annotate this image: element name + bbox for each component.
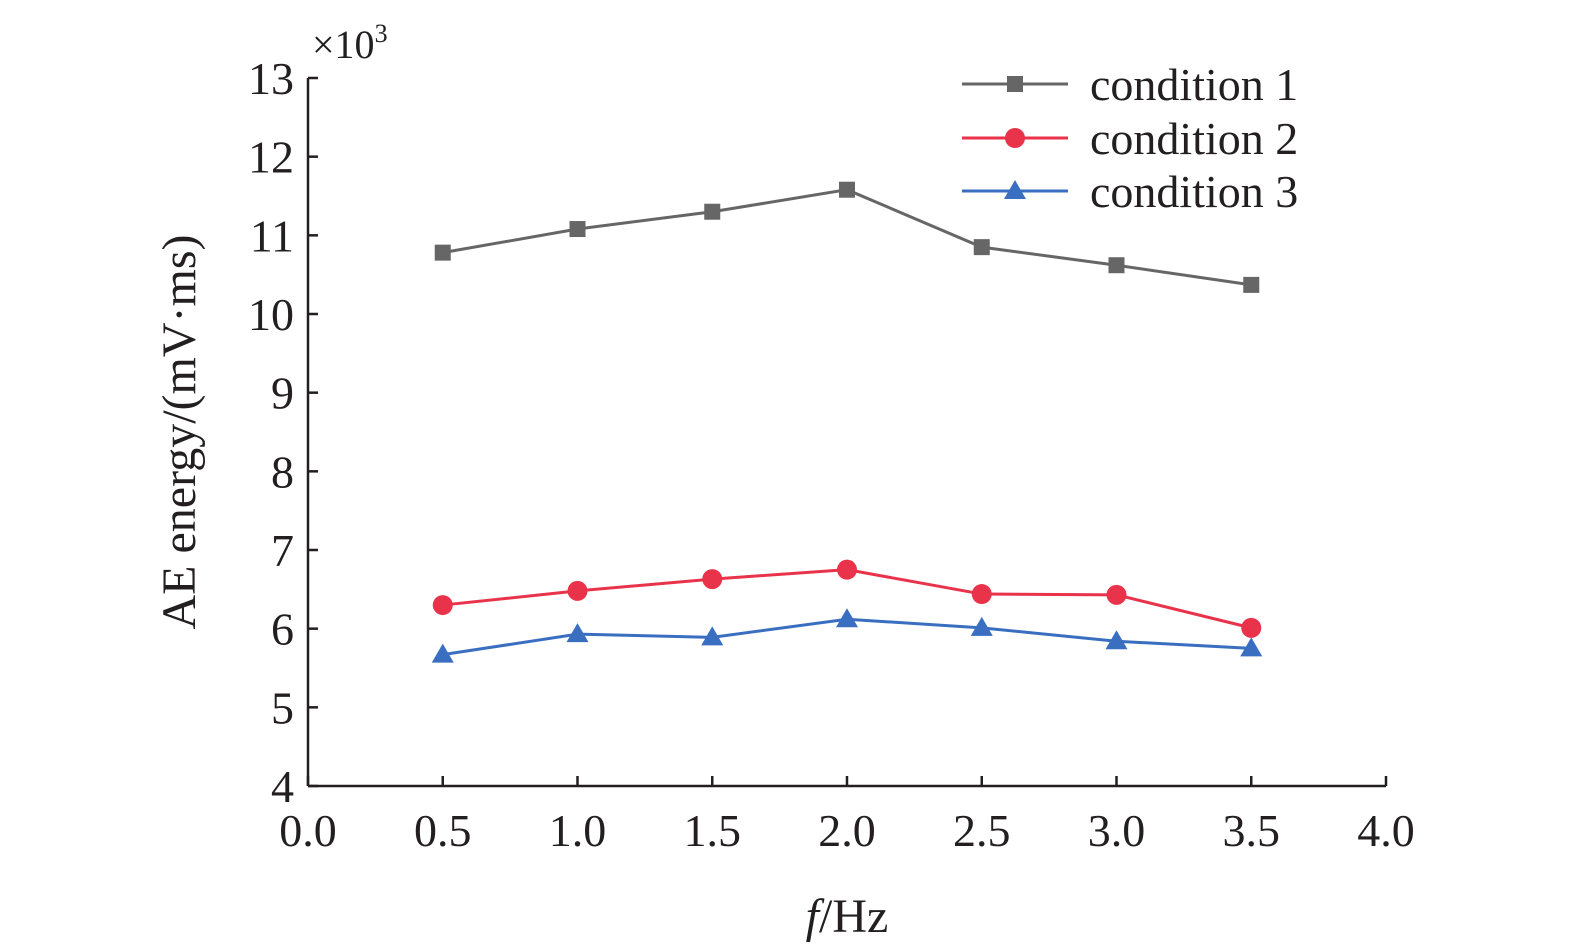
x-tick-label: 0.0: [279, 805, 337, 856]
y-tick-label: 12: [248, 132, 294, 183]
series-3-point: [1105, 630, 1128, 650]
series-2: [432, 559, 1262, 638]
legend-marker: [1004, 180, 1026, 199]
y-tick-label: 13: [248, 53, 294, 104]
x-tick-label: 0.5: [414, 805, 472, 856]
x-axis-title: f/Hz: [806, 890, 889, 943]
x-tick-label: 1.5: [684, 805, 742, 856]
series-1-point: [1243, 276, 1260, 293]
series-1-point: [569, 221, 586, 238]
y-axis-title: AE energy/(mV·ms): [153, 234, 206, 629]
x-tick-label: 2.5: [953, 805, 1011, 856]
series-3-point: [566, 623, 589, 643]
x-tick-label: 2.0: [818, 805, 876, 856]
y-axis-multiplier: ×103: [312, 19, 388, 67]
y-tick-label: 7: [271, 525, 294, 576]
y-tick-label: 9: [271, 368, 294, 419]
series-3-point: [1240, 637, 1263, 657]
series-2-point: [1241, 617, 1262, 638]
series-2-point: [567, 580, 588, 601]
series-1-point: [973, 239, 990, 256]
legend-item-1: condition 1: [962, 59, 1298, 110]
series-1-point: [839, 181, 855, 198]
series-2-point: [1106, 584, 1127, 605]
y-tick-label: 4: [271, 761, 294, 812]
series-3-point: [701, 626, 724, 646]
x-tick-label: 1.0: [549, 805, 607, 856]
y-tick-label: 5: [271, 682, 294, 733]
series-3-point: [431, 643, 454, 663]
series-1: [434, 181, 1260, 293]
series-layer: [431, 181, 1263, 663]
x-tick-label: 3.5: [1223, 805, 1281, 856]
x-axis-ticks: 0.0 0.5 1.0 1.5 2.0 2.5 3.0 3.5 4.0: [279, 776, 1415, 856]
legend-label: condition 1: [1090, 59, 1298, 110]
y-tick-label: 10: [248, 289, 294, 340]
series-2-point: [837, 559, 857, 580]
y-axis-ticks: 4 5 6 7 8 9 10 11 12 13: [248, 53, 318, 812]
legend-label: condition 2: [1090, 113, 1298, 164]
x-tick-label: 3.0: [1088, 805, 1146, 856]
series-1-point: [434, 244, 451, 261]
series-3: [431, 608, 1263, 663]
legend-marker: [1005, 128, 1025, 148]
series-2-point: [971, 584, 992, 605]
y-tick-label: 8: [271, 446, 294, 497]
legend-item-2: condition 2: [962, 113, 1298, 164]
series-3-point: [836, 608, 858, 628]
legend-item-3: condition 3: [962, 166, 1298, 217]
legend-marker: [1007, 76, 1023, 92]
series-1-point: [1108, 257, 1125, 274]
y-tick-label: 11: [250, 210, 294, 261]
y-tick-label: 6: [271, 604, 294, 655]
series-2-point: [702, 569, 723, 590]
x-tick-label: 4.0: [1357, 805, 1415, 856]
series-2-point: [432, 595, 453, 616]
series-1-point: [704, 203, 721, 220]
series-3-point: [970, 616, 993, 636]
legend-label: condition 3: [1090, 166, 1298, 217]
